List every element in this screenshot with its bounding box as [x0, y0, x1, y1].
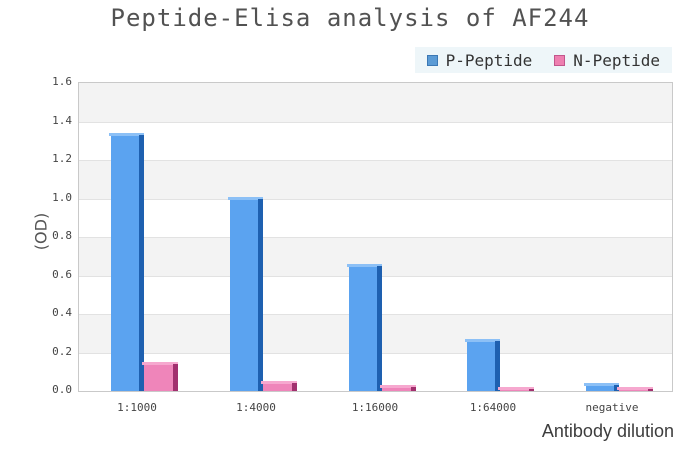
bar-top-face [261, 381, 297, 384]
y-tick-label: 1.2 [52, 152, 72, 165]
bar-n-peptide-1-4000 [261, 381, 297, 391]
bar-top-face [228, 197, 263, 200]
bar-top-face [584, 383, 619, 386]
bar-top-face [109, 133, 144, 136]
gridline [79, 122, 672, 123]
bar-side-face [258, 199, 263, 391]
x-tick-label: 1:4000 [236, 401, 276, 414]
bar-side-face [529, 389, 534, 391]
bar-side-face [139, 135, 144, 391]
bar-top-face [142, 362, 178, 365]
legend-item-p-peptide: P-Peptide [426, 50, 533, 70]
plot-band [79, 160, 672, 199]
gridline [79, 237, 672, 238]
y-tick-label: 0.4 [52, 306, 72, 319]
legend-item-n-peptide: N-Peptide [554, 51, 660, 70]
bar-side-face [648, 389, 653, 391]
plot-band [79, 83, 672, 122]
legend-label: P-Peptide [445, 50, 533, 70]
y-tick-label: 1.6 [52, 75, 72, 88]
bar-top-face [347, 264, 382, 267]
bar-top-face [380, 385, 416, 388]
bar-side-face [377, 266, 382, 391]
legend-swatch-icon [426, 54, 438, 66]
bar-n-peptide-negative [617, 387, 653, 391]
bar-p-peptide-1-4000 [228, 197, 263, 391]
x-tick-label: negative [585, 401, 639, 414]
plot-band [79, 199, 672, 237]
y-tick-label: 0.2 [52, 345, 72, 358]
bar-p-peptide-1-64000 [465, 339, 500, 391]
y-tick-label: 0.6 [52, 268, 72, 281]
bar-p-peptide-negative [584, 383, 619, 391]
bar-n-peptide-1-64000 [498, 387, 534, 391]
bar-side-face [292, 383, 297, 391]
y-tick-label: 0.0 [52, 383, 72, 396]
bar-side-face [614, 385, 619, 391]
bar-top-face [617, 387, 653, 390]
gridline [79, 160, 672, 161]
bar-p-peptide-1-16000 [347, 264, 382, 391]
chart-title: Peptide-Elisa analysis of AF244 [110, 4, 590, 32]
y-tick-label: 0.8 [52, 229, 72, 242]
x-tick-label: 1:1000 [117, 401, 157, 414]
x-axis-title: Antibody dilution [541, 421, 674, 441]
plot-band [79, 122, 672, 160]
plot-area [78, 82, 673, 392]
legend: P-Peptide N-Peptide [414, 47, 672, 73]
legend-label: N-Peptide [573, 50, 660, 70]
bar-n-peptide-1-1000 [142, 362, 178, 391]
bar-top-face [498, 387, 534, 390]
x-tick-label: 1:64000 [469, 401, 517, 414]
y-tick-label: 1.4 [52, 114, 72, 127]
bar-side-face [495, 341, 500, 391]
y-tick-label: 1.0 [52, 191, 72, 204]
gridline [79, 199, 672, 200]
x-tick-label: 1:16000 [351, 401, 399, 414]
bar-p-peptide-1-1000 [109, 133, 144, 391]
legend-swatch-icon [554, 54, 566, 66]
bar-n-peptide-1-16000 [380, 385, 416, 391]
bar-top-face [465, 339, 500, 342]
bar-side-face [411, 387, 416, 391]
bar-side-face [173, 364, 178, 391]
